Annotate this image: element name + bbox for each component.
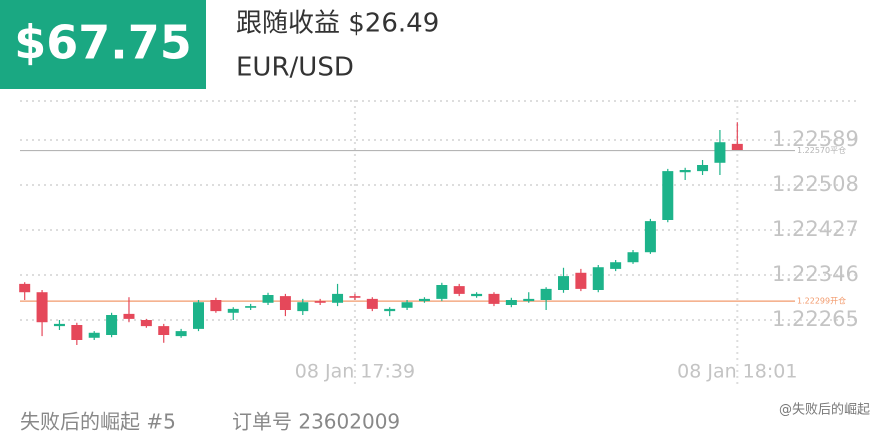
candle-body	[610, 262, 622, 269]
candle-body	[540, 288, 552, 300]
reference-label: 1.22570平仓	[797, 145, 846, 155]
candle-body	[227, 308, 239, 313]
candle-body	[71, 325, 83, 340]
y-tick-label: 1.22427	[772, 217, 859, 241]
candle-body	[88, 332, 100, 338]
candle-body	[123, 313, 135, 319]
y-tick-label: 1.22265	[772, 307, 859, 331]
candle-body	[366, 298, 378, 309]
candle-body	[53, 323, 65, 327]
candle-body	[731, 143, 743, 150]
candle-body	[279, 296, 291, 310]
candle-body	[36, 292, 48, 323]
watermark: @失败后的崛起	[779, 402, 870, 418]
candle-body	[436, 285, 448, 299]
x-tick-label: 08 Jan 18:01	[677, 361, 797, 383]
candle-body	[175, 331, 187, 337]
candle-body	[401, 302, 413, 308]
candle-body	[575, 272, 587, 289]
candle-body	[19, 283, 31, 293]
reference-label: 1.22299开仓	[797, 296, 846, 306]
candle-body	[714, 142, 726, 163]
candle-body	[662, 171, 674, 220]
order-number: 订单号 23602009	[232, 410, 400, 434]
candle-body	[245, 306, 257, 308]
candle-body	[262, 295, 274, 303]
candle-body	[106, 315, 118, 335]
user-name: 失败后的崛起 #5	[20, 410, 176, 434]
candle-body	[384, 308, 396, 312]
plot: 1.22265 1.22346 1.22427 1.22508 1.22589 08 Ja…	[19, 100, 860, 385]
candle-body	[210, 300, 222, 312]
candle-body	[158, 326, 170, 335]
candle-body	[488, 293, 500, 304]
candle-body	[140, 320, 152, 327]
candle-body	[314, 301, 326, 303]
candle-body	[418, 298, 430, 302]
amount-box	[0, 0, 206, 89]
candle-body	[297, 302, 309, 312]
candle-body	[332, 293, 344, 303]
candle-body	[453, 286, 465, 294]
symbol: EUR/USD	[236, 53, 354, 83]
x-tick-label: 08 Jan 17:39	[295, 361, 415, 383]
candle-body	[644, 221, 656, 253]
amount: $67.75	[14, 16, 192, 70]
y-tick-label: 1.22346	[772, 262, 859, 286]
candle-body	[679, 170, 691, 173]
candle-body	[349, 296, 361, 298]
candle-body	[627, 252, 639, 263]
candle-body	[505, 300, 517, 305]
candle-body	[558, 276, 569, 290]
y-tick-label: 1.22589	[772, 127, 859, 151]
candle-body	[697, 165, 709, 172]
candle-body	[523, 298, 535, 302]
candle-body	[471, 293, 483, 297]
candle-body	[193, 302, 204, 329]
y-tick-label: 1.22508	[772, 172, 859, 196]
follow-profit: 跟随收益 $26.49	[236, 9, 439, 39]
candle-body	[592, 267, 604, 290]
